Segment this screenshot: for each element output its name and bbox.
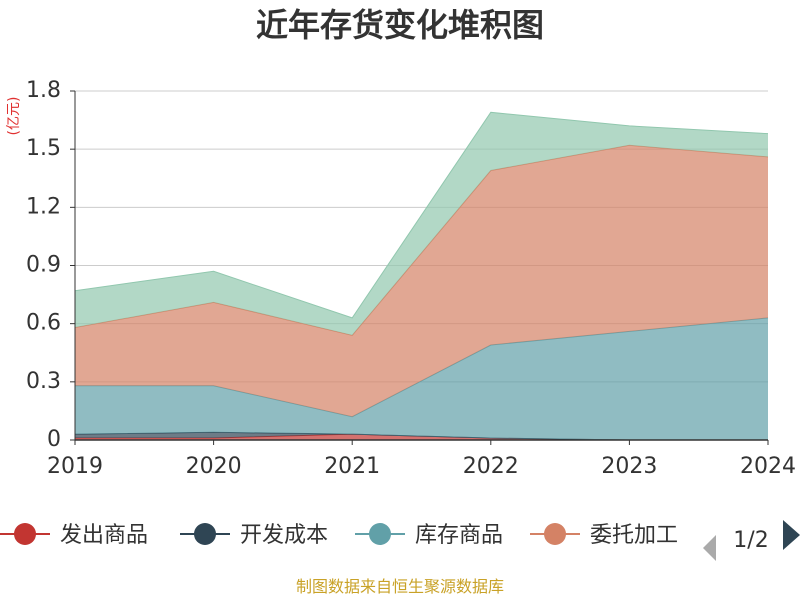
legend-pager: 1/2: [703, 520, 800, 561]
area-series-5: [75, 112, 768, 336]
legend-item[interactable]: 开发成本: [180, 523, 328, 548]
x-axis-ticks: 2019 2020 2021 2022 2023 2024: [47, 440, 796, 479]
y-tick-label: 1.2: [26, 194, 61, 219]
legend-item[interactable]: 委托加工: [530, 523, 678, 548]
legend-swatch-icon: [544, 523, 566, 545]
area-line-5: [74, 111, 769, 319]
area-series-1: [75, 434, 768, 440]
area-series-4: [75, 145, 768, 417]
area-series-2: [75, 432, 768, 440]
legend-swatch-icon: [194, 523, 216, 545]
legend-item[interactable]: 库存商品: [355, 523, 503, 548]
y-axis-ticks: 0 0.3 0.6 0.9 1.2 1.5 1.8: [26, 78, 75, 452]
legend-swatch-icon: [369, 523, 391, 545]
y-tick-label: 0.9: [26, 253, 61, 278]
legend: 发出商品 开发成本 库存商品 委托加工: [0, 523, 678, 548]
area-series: [74, 111, 769, 441]
x-tick-label: 2023: [601, 454, 657, 479]
x-tick-label: 2019: [47, 454, 103, 479]
legend-next-icon[interactable]: [783, 520, 800, 550]
legend-label: 发出商品: [60, 523, 148, 548]
legend-label: 开发成本: [240, 523, 328, 548]
x-tick-label: 2022: [463, 454, 519, 479]
legend-label: 库存商品: [415, 523, 503, 548]
x-tick-label: 2020: [186, 454, 242, 479]
y-tick-label: 0: [47, 427, 61, 452]
legend-label: 委托加工: [590, 523, 678, 548]
y-tick-label: 0.3: [26, 369, 61, 394]
chart-title: 近年存货变化堆积图: [256, 6, 544, 44]
area-series-3: [75, 317, 768, 440]
y-axis-unit: (亿元): [6, 97, 22, 136]
y-tick-label: 1.8: [26, 78, 61, 103]
source-note: 制图数据来自恒生聚源数据库: [296, 577, 504, 596]
legend-page-indicator: 1/2: [733, 528, 768, 553]
x-tick-label: 2021: [324, 454, 380, 479]
y-tick-label: 0.6: [26, 311, 61, 336]
legend-prev-icon[interactable]: [703, 535, 716, 561]
legend-swatch-icon: [14, 523, 36, 545]
legend-item[interactable]: 发出商品: [0, 523, 148, 548]
x-tick-label: 2024: [740, 454, 796, 479]
y-tick-label: 1.5: [26, 136, 61, 161]
